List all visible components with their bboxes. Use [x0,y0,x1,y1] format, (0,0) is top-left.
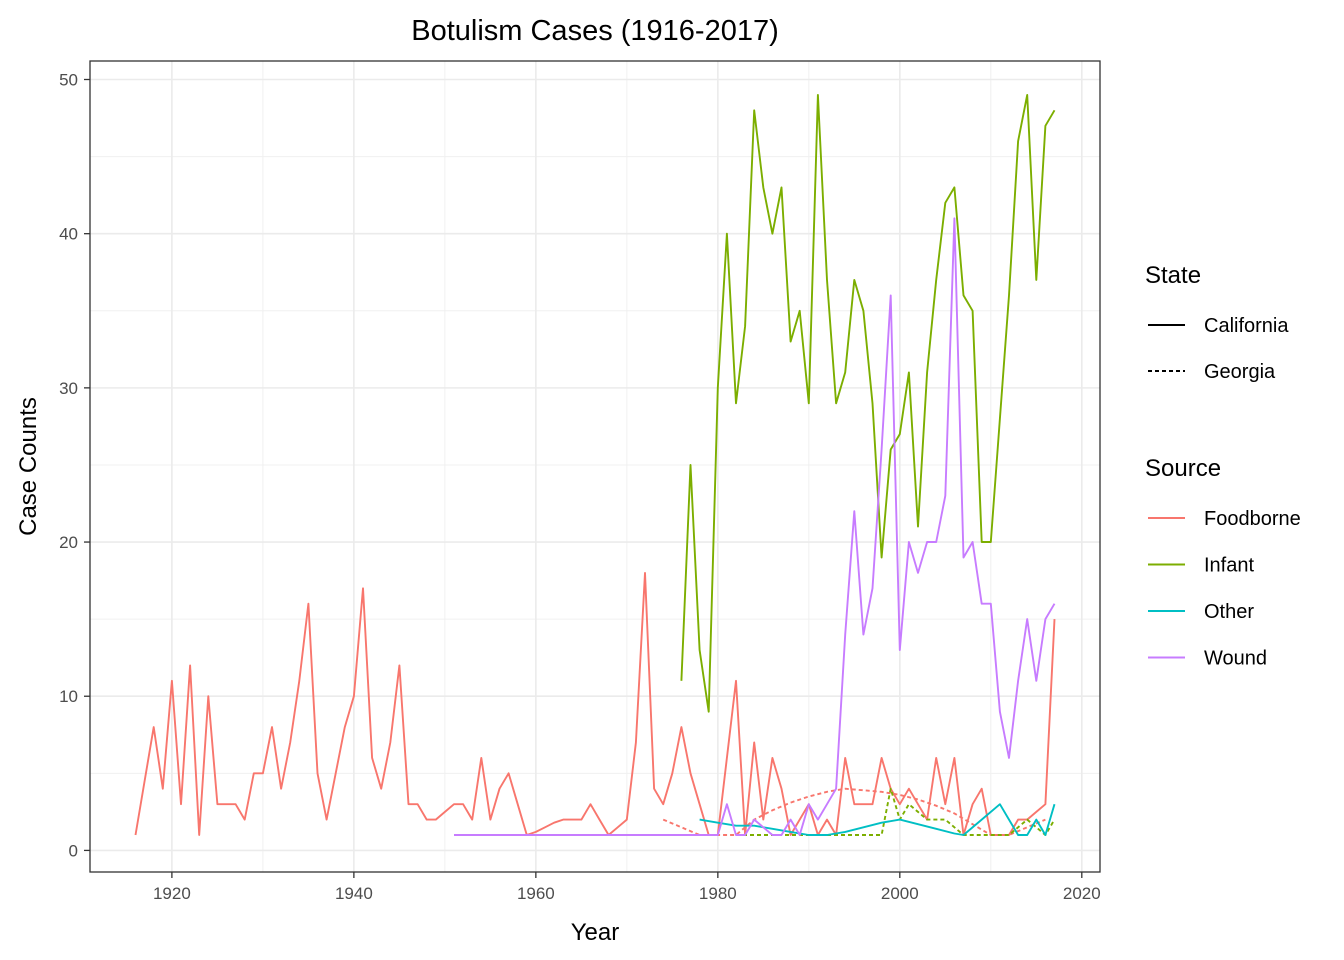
x-tick-label: 1960 [517,884,555,903]
legend-label-california: California [1204,315,1289,337]
legend-label-other: Other [1204,601,1254,623]
legend-label-foodborne: Foodborne [1204,508,1301,530]
legend-label-wound: Wound [1204,648,1267,670]
legend-title-state: State [1145,262,1201,289]
series-line-wound-california [454,217,1056,836]
series-line-other-california [699,803,1056,836]
legend-label-georgia: Georgia [1204,361,1276,383]
x-tick-label: 2000 [881,884,919,903]
y-tick-label: 30 [59,379,78,398]
x-tick-label: 2020 [1063,884,1101,903]
y-tick-label: 20 [59,533,78,552]
y-axis: 0 10 20 30 40 50 [59,71,90,860]
series-line-foodborne-georgia [662,787,1046,836]
y-axis-title: Case Counts [15,397,42,536]
series-group [134,93,1056,836]
legend-title-source: Source [1145,455,1221,482]
legend-label-infant: Infant [1204,555,1254,577]
x-tick-label: 1920 [153,884,191,903]
series-line-infant-california [680,93,1056,713]
y-tick-label: 0 [69,841,78,860]
series-line-foodborne-california [134,571,1056,836]
x-tick-label: 1980 [699,884,737,903]
x-axis: 1920 1940 1960 1980 2000 2020 [153,872,1101,903]
grid [90,61,1100,872]
x-axis-title: Year [571,919,620,946]
legend: State California Georgia Source Foodborne Inf… [1145,262,1301,670]
y-tick-label: 10 [59,687,78,706]
x-tick-label: 1940 [335,884,373,903]
y-tick-label: 50 [59,71,78,90]
y-tick-label: 40 [59,225,78,244]
chart-title: Botulism Cases (1916-2017) [411,15,779,47]
panel-border [89,60,1101,873]
